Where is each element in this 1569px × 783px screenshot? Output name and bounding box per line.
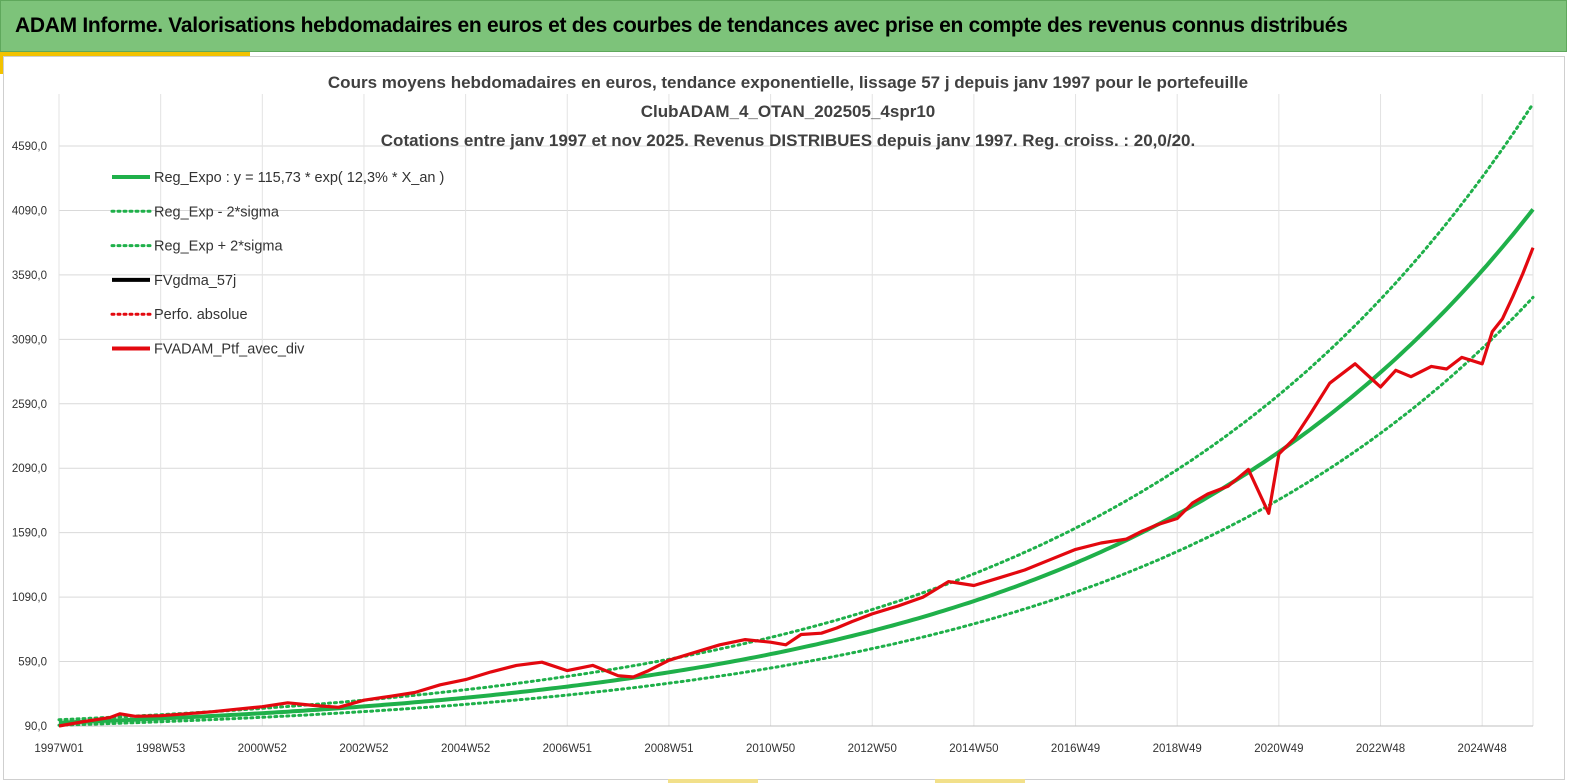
y-tick-label: 1590,0: [12, 528, 47, 540]
chart-title-line-3: Cotations entre janv 1997 et nov 2025. R…: [381, 131, 1195, 150]
y-tick-label: 3090,0: [12, 334, 47, 346]
y-tick-label: 2590,0: [12, 399, 47, 411]
bottom-accent: [668, 779, 758, 783]
chart-title-line-1: Cours moyens hebdomadaires en euros, ten…: [328, 73, 1248, 92]
y-tick-label: 4590,0: [12, 141, 47, 153]
x-tick-label: 2020W49: [1254, 743, 1303, 755]
x-tick-label: 2008W51: [644, 743, 693, 755]
chart-legend: Reg_Expo : y = 115,73 * exp( 12,3% * X_a…: [110, 170, 444, 358]
legend-label: Reg_Exp - 2*sigma: [154, 204, 280, 220]
legend-label: FVADAM_Ptf_avec_div: [154, 342, 305, 358]
x-tick-label: 2012W50: [848, 743, 897, 755]
x-tick-label: 2014W50: [949, 743, 998, 755]
y-tick-label: 90,0: [25, 721, 47, 733]
fvadam-ptf-avec-div-line: [58, 247, 1535, 728]
x-tick-label: 2004W52: [441, 743, 490, 755]
chart-series: [57, 102, 1535, 728]
chart-title: Cours moyens hebdomadaires en euros, ten…: [328, 73, 1248, 150]
page-title: ADAM Informe. Valorisations hebdomadaire…: [15, 14, 1348, 37]
header-banner: ADAM Informe. Valorisations hebdomadaire…: [0, 0, 1567, 52]
x-tick-label: 2002W52: [339, 743, 388, 755]
reg-expo-line: [58, 208, 1535, 725]
accent-bar-side: [0, 52, 4, 74]
y-tick-label: 4090,0: [12, 205, 47, 217]
fvgdma-57j-line: [58, 247, 1534, 727]
y-tick-label: 2090,0: [12, 463, 47, 475]
x-tick-label: 1998W53: [136, 743, 185, 755]
chart-title-line-2: ClubADAM_4_OTAN_202505_4spr10: [641, 102, 935, 121]
legend-label: FVgdma_57j: [154, 273, 236, 289]
y-axis-ticks: 90,0 590,0 1090,0 1590,0 2090,0 2590,0 3090,0 3…: [12, 141, 47, 733]
y-tick-label: 1090,0: [12, 592, 47, 604]
x-tick-label: 2018W49: [1153, 743, 1202, 755]
y-tick-label: 590,0: [18, 657, 47, 669]
x-tick-label: 2016W49: [1051, 743, 1100, 755]
x-tick-label: 2000W52: [238, 743, 287, 755]
x-tick-label: 2022W48: [1356, 743, 1405, 755]
chart-frame: [3, 56, 1565, 780]
legend-label: Perfo. absolue: [154, 307, 248, 323]
bottom-accent: [935, 779, 1025, 783]
x-tick-label: 2024W48: [1458, 743, 1507, 755]
grid-lines: [58, 94, 1534, 727]
legend-label: Reg_Expo : y = 115,73 * exp( 12,3% * X_a…: [154, 170, 444, 186]
x-tick-label: 1997W01: [34, 743, 83, 755]
x-tick-label: 2010W50: [746, 743, 795, 755]
x-axis-ticks: 1997W01 1998W53 2000W52 2002W52 2004W52 2006W…: [34, 743, 1506, 755]
legend-label: Reg_Exp + 2*sigma: [154, 239, 283, 255]
accent-bar: [0, 52, 250, 56]
x-tick-label: 2006W51: [543, 743, 592, 755]
reg-exp-minus-2sigma-line: [57, 295, 1535, 727]
y-tick-label: 3590,0: [12, 270, 47, 282]
